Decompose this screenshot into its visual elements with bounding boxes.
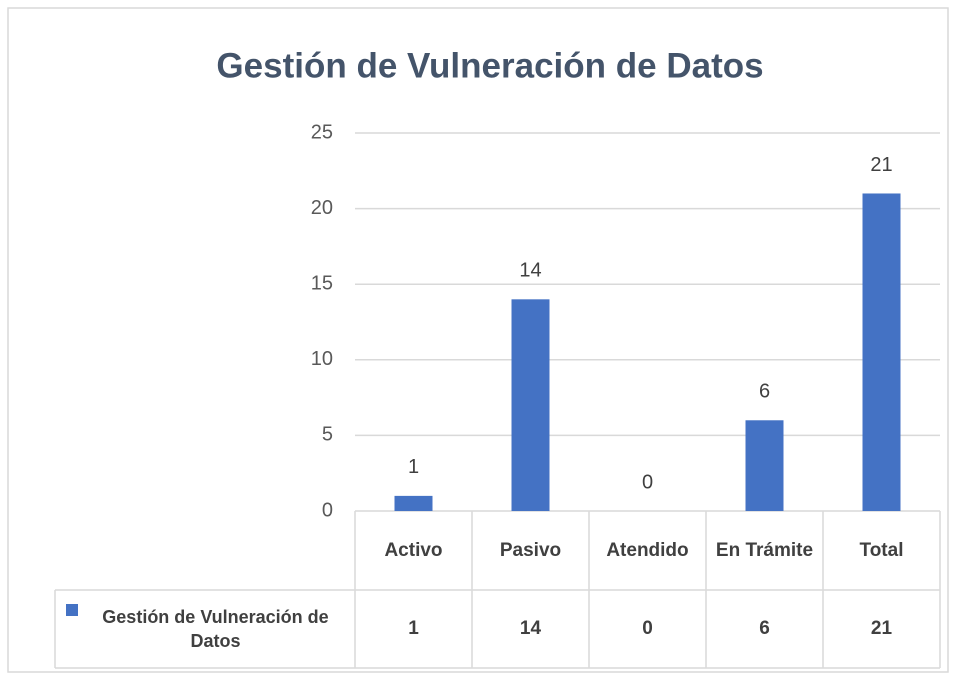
y-tick-label: 0 bbox=[322, 499, 333, 521]
bar bbox=[511, 299, 550, 511]
table-value: 6 bbox=[759, 618, 770, 640]
data-label: 0 bbox=[642, 471, 653, 493]
y-tick-label: 10 bbox=[311, 348, 333, 370]
data-label: 6 bbox=[759, 381, 770, 403]
legend-label: Gestión de Vulneración de Datos bbox=[102, 606, 329, 651]
y-tick-label: 20 bbox=[311, 197, 333, 219]
chart-border bbox=[7, 7, 949, 673]
bar bbox=[394, 495, 433, 511]
bar bbox=[745, 420, 784, 511]
data-label: 1 bbox=[408, 456, 419, 478]
table-value: 1 bbox=[408, 618, 419, 640]
y-tick-label: 15 bbox=[311, 272, 333, 294]
y-tick-label: 5 bbox=[322, 424, 333, 446]
bar bbox=[862, 193, 901, 512]
category-label: En Trámite bbox=[715, 539, 814, 561]
category-label: Pasivo bbox=[499, 539, 562, 561]
legend-key bbox=[66, 604, 78, 616]
y-tick-label: 25 bbox=[311, 121, 333, 143]
table-value: 21 bbox=[870, 618, 893, 640]
data-label: 21 bbox=[870, 154, 892, 176]
table-value: 14 bbox=[519, 618, 542, 640]
table-value: 0 bbox=[642, 618, 653, 640]
chart-title: Gestión de Vulneración de Datos bbox=[216, 46, 763, 85]
data-label: 14 bbox=[519, 260, 541, 282]
category-label: Activo bbox=[384, 539, 443, 561]
category-label: Atendido bbox=[606, 539, 689, 561]
category-label: Total bbox=[859, 539, 904, 561]
